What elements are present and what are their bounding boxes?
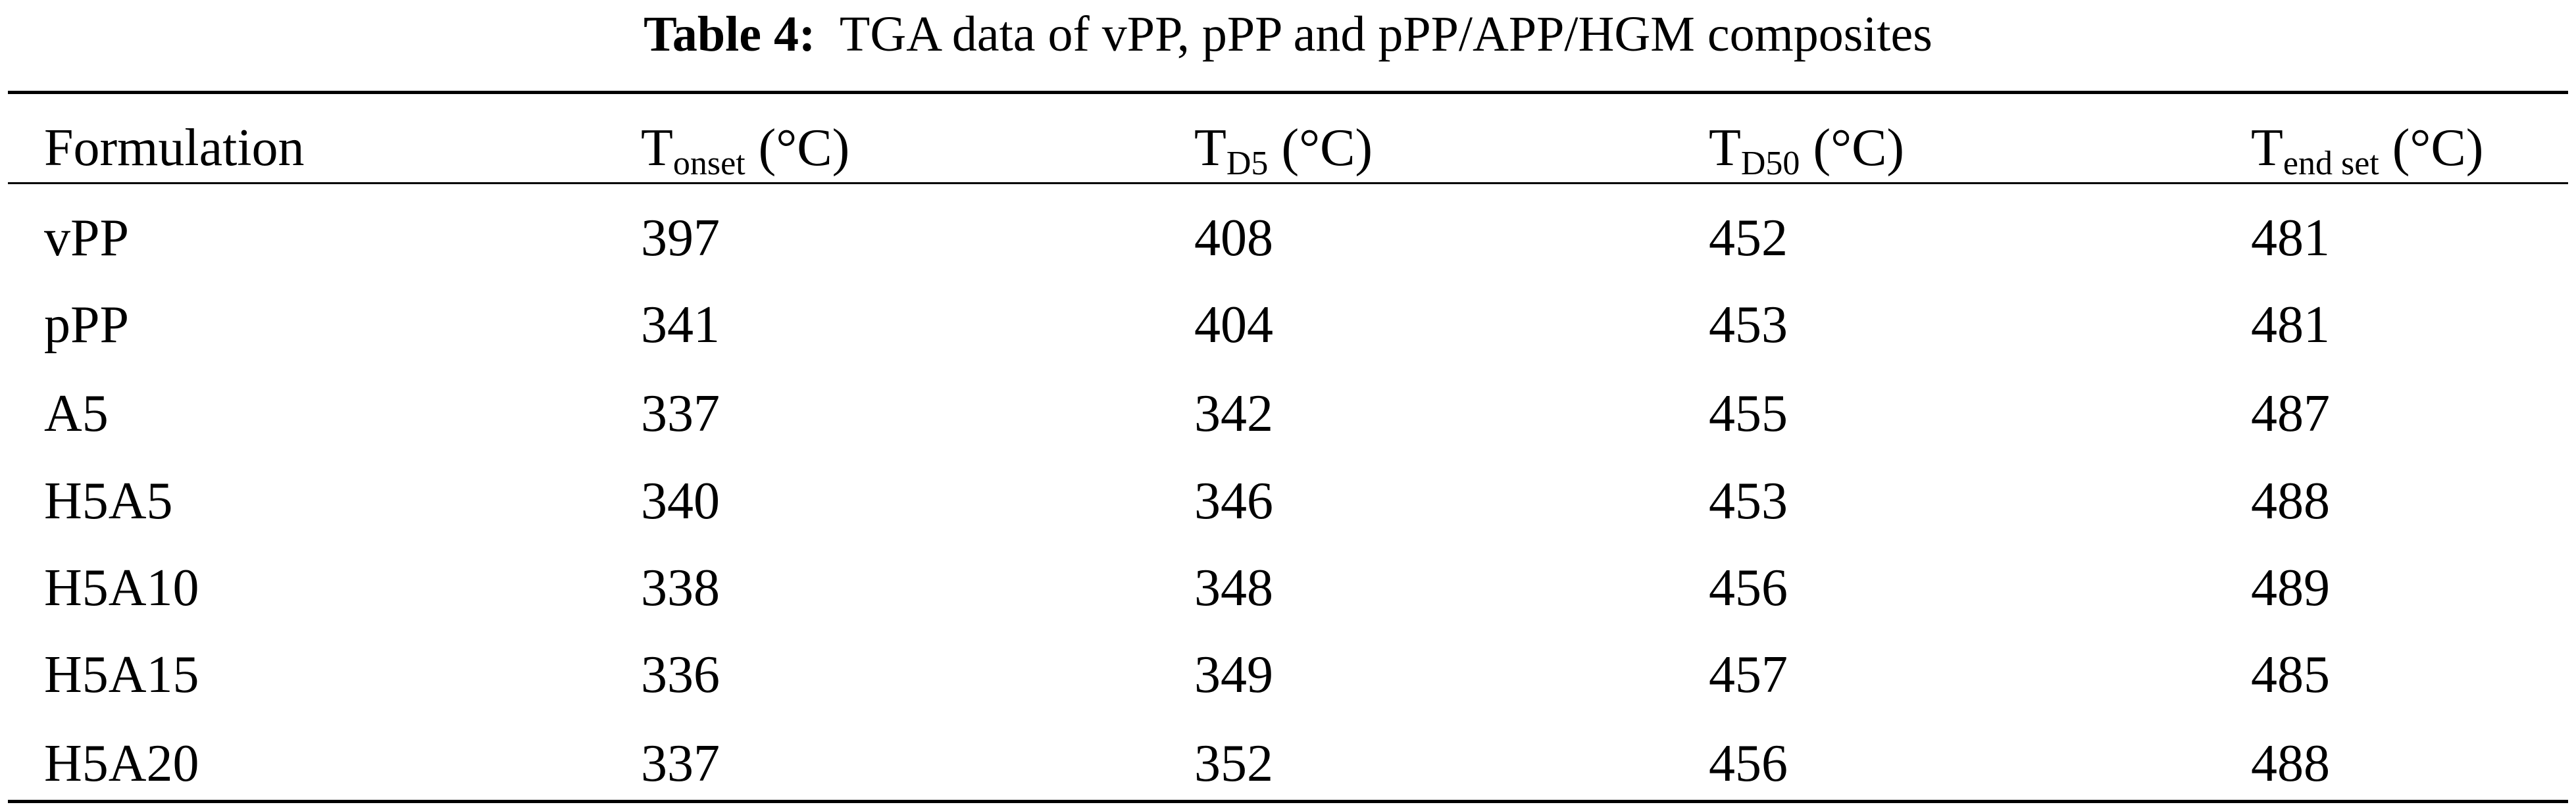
table-cell: 455 <box>1709 385 1788 443</box>
table-cell: 456 <box>1709 735 1788 793</box>
header-rule <box>8 182 2568 184</box>
header-unit: (°C) <box>1268 119 1373 177</box>
caption-text: TGA data of vPP, pPP and pPP/APP/HGM com… <box>839 7 1932 62</box>
row-label: H5A15 <box>44 646 199 704</box>
header-subscript: onset <box>672 145 745 182</box>
row-label: pPP <box>44 296 129 354</box>
table-cell: 488 <box>2251 472 2330 530</box>
table-cell: 337 <box>641 735 720 793</box>
header-main: T <box>641 119 673 177</box>
header-unit: (°C) <box>1800 119 1905 177</box>
table-cell: 341 <box>641 296 720 354</box>
header-main: T <box>1709 119 1741 177</box>
table-cell: 453 <box>1709 296 1788 354</box>
table-cell: 456 <box>1709 559 1788 617</box>
table-cell: 397 <box>641 209 720 267</box>
header-subscript: D50 <box>1740 145 1800 182</box>
table-cell: 342 <box>1194 385 1273 443</box>
table-cell: 481 <box>2251 209 2330 267</box>
row-label: H5A10 <box>44 559 199 617</box>
table-cell: 453 <box>1709 472 1788 530</box>
header-cell: Tend set (°C) <box>2251 118 2484 181</box>
table-cell: 404 <box>1194 296 1273 354</box>
table-cell: 489 <box>2251 559 2330 617</box>
header-main: Formulation <box>44 119 305 177</box>
header-cell: Tonset (°C) <box>641 118 850 181</box>
top-rule <box>8 91 2568 94</box>
header-main: T <box>1194 119 1226 177</box>
row-label: vPP <box>44 209 129 267</box>
table-cell: 408 <box>1194 209 1273 267</box>
header-main: T <box>2251 119 2283 177</box>
table-cell: 452 <box>1709 209 1788 267</box>
table-cell: 487 <box>2251 385 2330 443</box>
header-subscript: end set <box>2283 145 2379 182</box>
table-cell: 348 <box>1194 559 1273 617</box>
bottom-rule <box>8 800 2568 803</box>
table-cell: 481 <box>2251 296 2330 354</box>
caption-label: Table 4: <box>644 7 816 62</box>
header-cell: Formulation <box>44 118 305 178</box>
row-label: A5 <box>44 385 109 443</box>
row-label: H5A5 <box>44 472 173 530</box>
table-cell: 349 <box>1194 646 1273 704</box>
header-subscript: D5 <box>1226 145 1269 182</box>
table-caption: Table 4: TGA data of vPP, pPP and pPP/AP… <box>0 8 2576 61</box>
header-cell: TD50 (°C) <box>1709 118 1905 181</box>
table-cell: 346 <box>1194 472 1273 530</box>
header-cell: TD5 (°C) <box>1194 118 1373 181</box>
table-cell: 485 <box>2251 646 2330 704</box>
table-cell: 488 <box>2251 735 2330 793</box>
table-cell: 337 <box>641 385 720 443</box>
table-cell: 336 <box>641 646 720 704</box>
table-cell: 338 <box>641 559 720 617</box>
table-cell: 340 <box>641 472 720 530</box>
header-unit: (°C) <box>2379 119 2484 177</box>
header-unit: (°C) <box>745 119 850 177</box>
table-cell: 457 <box>1709 646 1788 704</box>
table-cell: 352 <box>1194 735 1273 793</box>
row-label: H5A20 <box>44 735 199 793</box>
